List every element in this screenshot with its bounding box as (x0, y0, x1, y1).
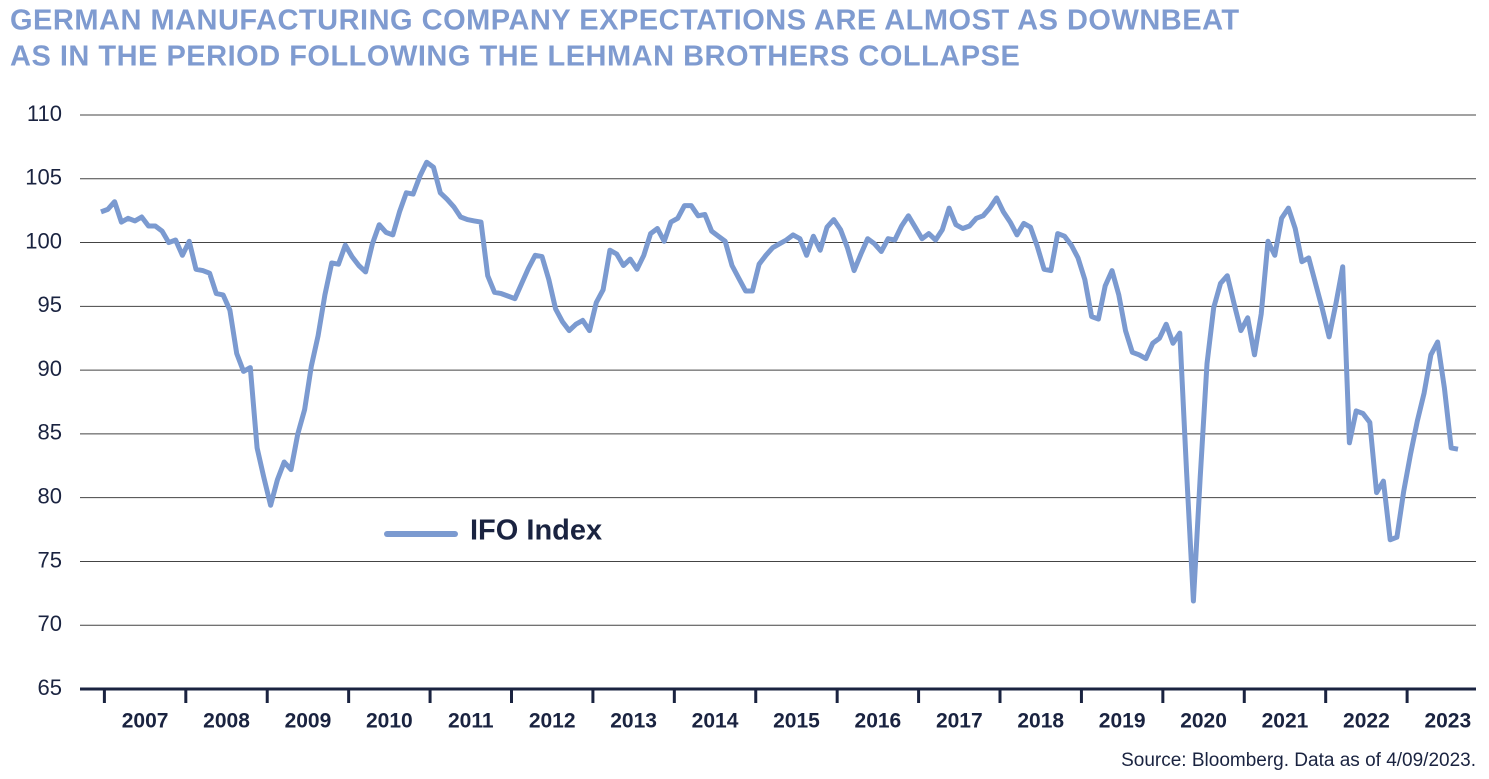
y-tick-label: 90 (38, 356, 62, 381)
x-tick-label: 2014 (692, 710, 739, 733)
y-tick-label: 70 (38, 611, 62, 636)
x-tick-label: 2020 (1180, 710, 1227, 733)
source-note: Source: Bloomberg. Data as of 4/09/2023. (1121, 750, 1476, 771)
x-tick-label: 2022 (1343, 710, 1390, 733)
x-tick-label: 2023 (1424, 710, 1471, 733)
y-tick-label: 75 (38, 547, 62, 572)
chart-title: AS IN THE PERIOD FOLLOWING THE LEHMAN BR… (10, 41, 1020, 73)
y-tick-label: 65 (38, 675, 62, 700)
y-tick-label: 95 (38, 292, 62, 317)
x-tick-label: 2010 (366, 710, 413, 733)
y-tick-label: 80 (38, 483, 62, 508)
y-tick-label: 105 (25, 165, 62, 190)
x-tick-label: 2007 (122, 710, 169, 733)
x-tick-label: 2008 (203, 710, 250, 733)
legend-label: IFO Index (470, 515, 602, 547)
y-tick-label: 110 (27, 101, 62, 126)
y-tick-label: 100 (25, 228, 62, 253)
y-tick-label: 85 (38, 420, 62, 445)
x-tick-label: 2011 (448, 710, 494, 733)
x-tick-label: 2018 (1017, 710, 1064, 733)
x-tick-label: 2019 (1099, 710, 1146, 733)
x-tick-label: 2013 (610, 710, 657, 733)
data-line (100, 159, 1459, 604)
x-tick-label: 2009 (285, 710, 332, 733)
x-tick-label: 2015 (773, 710, 820, 733)
x-tick-label: 2017 (936, 710, 983, 733)
x-tick-label: 2021 (1262, 710, 1309, 733)
x-tick-label: 2016 (855, 710, 902, 733)
chart-title: GERMAN MANUFACTURING COMPANY EXPECTATION… (10, 5, 1240, 37)
x-tick-label: 2012 (529, 710, 576, 733)
